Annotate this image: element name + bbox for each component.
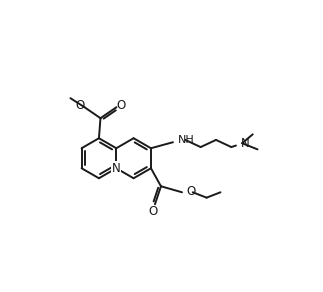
Text: O: O [149,205,158,218]
Text: O: O [75,99,84,112]
Text: O: O [117,99,126,112]
Text: N: N [112,162,121,175]
Text: NH: NH [178,135,195,145]
Text: O: O [187,185,196,198]
Text: N: N [241,137,249,150]
